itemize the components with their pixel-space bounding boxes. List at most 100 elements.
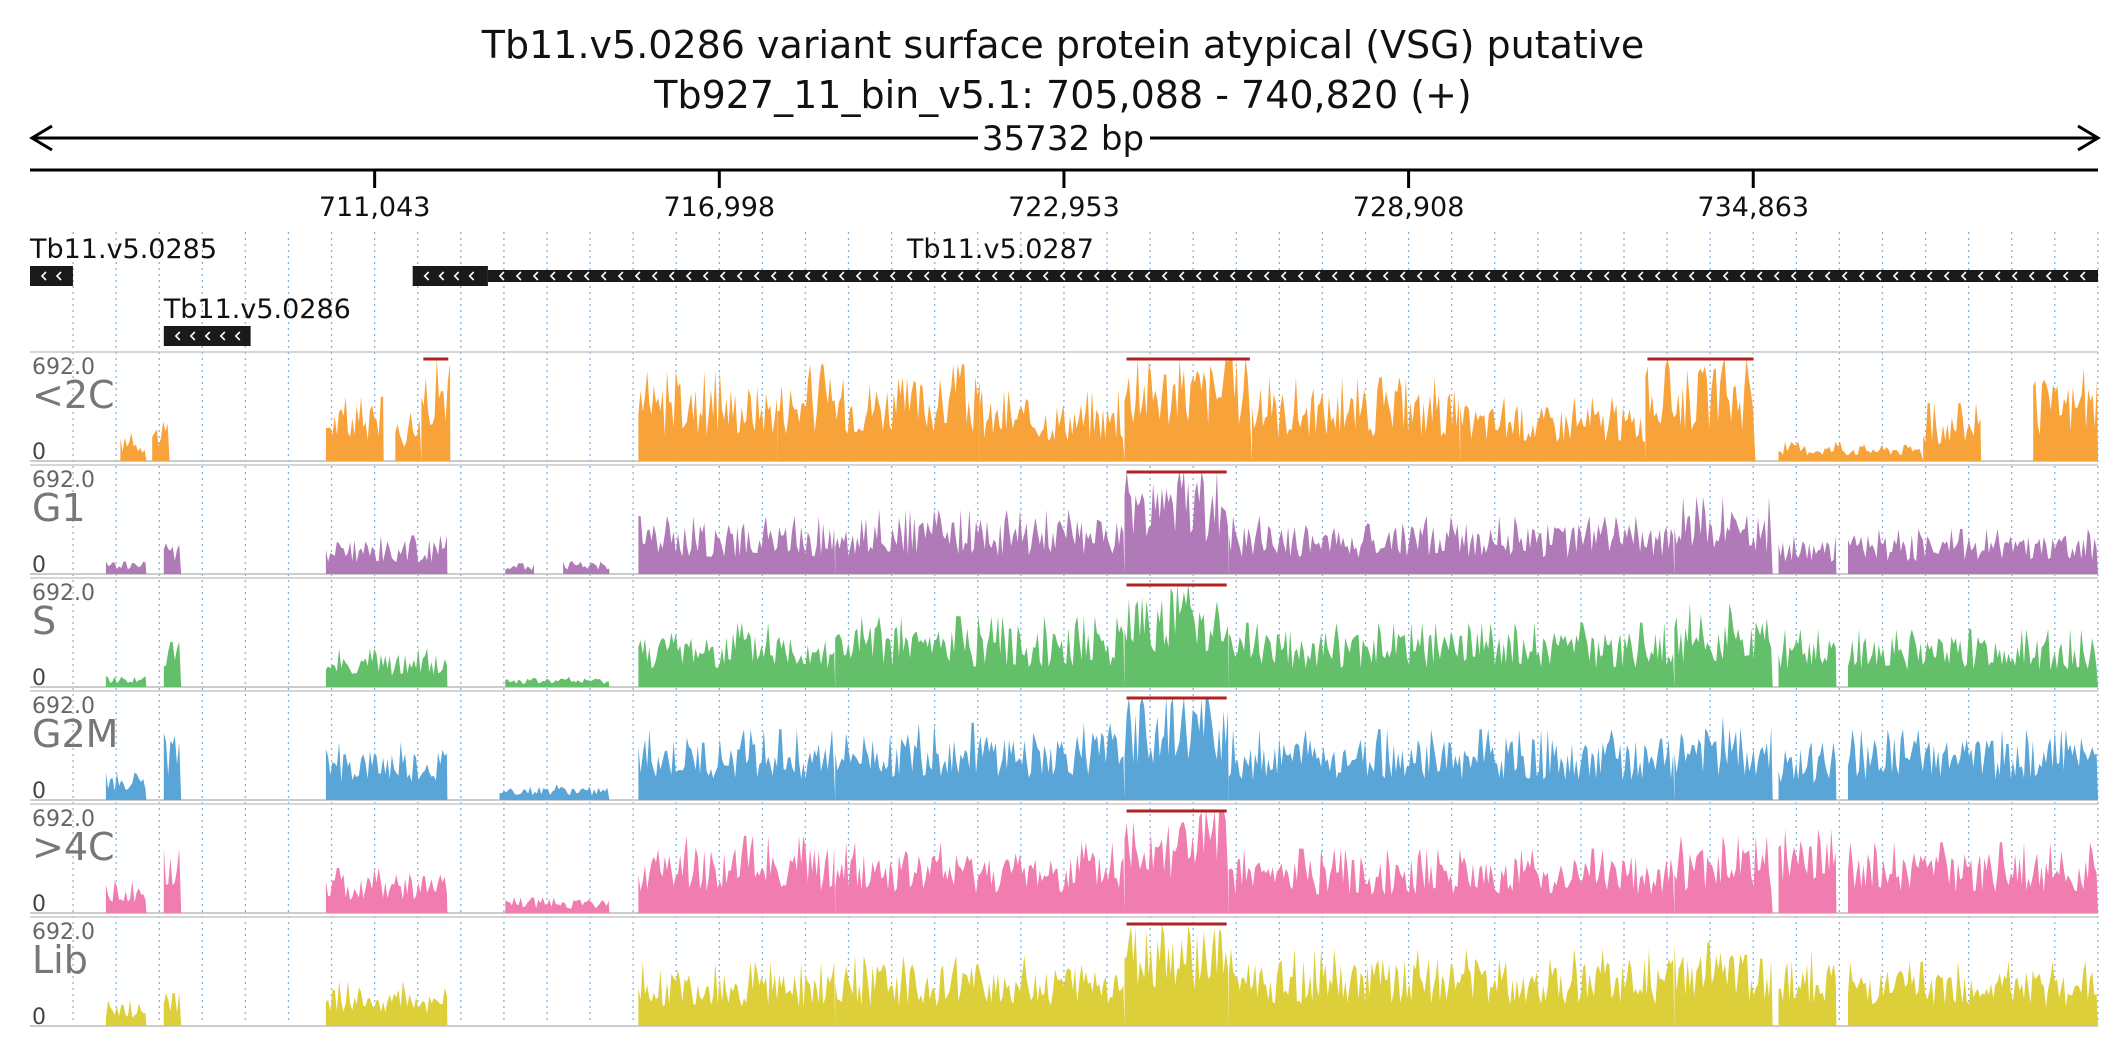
track-ymax-label: 692.0 (32, 468, 95, 493)
coverage-area (835, 509, 1125, 574)
coverage-area (1251, 377, 1461, 461)
coverage-area (1848, 961, 2098, 1026)
strand-chevron-icon (55, 271, 62, 281)
coverage-area (163, 543, 182, 574)
coverage-area (1228, 729, 1675, 800)
strand-chevron-icon (1008, 271, 1015, 281)
track-ymin-label: 0 (32, 892, 46, 917)
axis-tick-label: 716,998 (663, 192, 775, 223)
coverage-area (163, 848, 182, 913)
genomic-axis: 711,043 716,998 722,953 728,908 734,863 (30, 168, 2098, 223)
strand-chevron-icon (821, 271, 828, 281)
strand-chevron-icon (1943, 271, 1950, 281)
coverage-area (638, 516, 836, 574)
track-name-label: >4C (32, 825, 115, 869)
strand-chevron-icon (957, 271, 964, 281)
strand-chevron-icon (1093, 271, 1100, 281)
coverage-area (325, 867, 448, 913)
coverage-area (1848, 528, 2098, 574)
strand-chevron-icon (787, 271, 794, 281)
figure-subtitle: Tb927_11_bin_v5.1: 705,088 - 740,820 (+) (653, 73, 1472, 117)
coverage-track: 692.0 0 >4C (30, 803, 2098, 917)
strand-chevron-icon (838, 271, 845, 281)
strand-chevron-icon (1450, 271, 1457, 281)
strand-chevron-icon (1161, 271, 1168, 281)
strand-chevron-icon (1620, 271, 1627, 281)
coverage-area (105, 772, 147, 800)
coverage-area (1778, 829, 1837, 913)
strand-chevron-icon (515, 271, 522, 281)
strand-chevron-icon (468, 271, 475, 281)
coverage-area (120, 432, 147, 461)
coverage-area (1778, 441, 1924, 461)
strand-chevron-icon (234, 331, 241, 341)
strand-chevron-icon (1841, 271, 1848, 281)
coverage-area (505, 562, 535, 574)
coverage-area (638, 961, 836, 1026)
strand-chevron-icon (1569, 271, 1576, 281)
strand-chevron-icon (1739, 271, 1746, 281)
strand-chevron-icon (1824, 271, 1831, 281)
strand-chevron-icon (532, 271, 539, 281)
strand-chevron-icon (438, 271, 445, 281)
coverage-area (1923, 403, 1982, 461)
coverage-area (1778, 742, 1837, 800)
strand-chevron-icon (855, 271, 862, 281)
gene-track: Tb11.v5.0285 Tb11.v5.0286 Tb11.v5.0287 (29, 234, 2099, 346)
strand-chevron-icon (1501, 271, 1508, 281)
strand-chevron-icon (549, 271, 556, 281)
strand-chevron-icon (498, 271, 505, 281)
strand-chevron-icon (685, 271, 692, 281)
track-ymax-label: 692.0 (32, 355, 95, 380)
coverage-track: 692.0 0 <2C (30, 351, 2098, 465)
strand-chevron-icon (1892, 271, 1899, 281)
strand-chevron-icon (1314, 271, 1321, 281)
coverage-area (1778, 535, 1837, 574)
strand-chevron-icon (2028, 271, 2035, 281)
coverage-area (1645, 358, 1756, 461)
strand-chevron-icon (906, 271, 913, 281)
coverage-area (1778, 629, 1837, 687)
strand-chevron-icon (1671, 271, 1678, 281)
strand-chevron-icon (872, 271, 879, 281)
coverage-track: 692.0 0 Lib (30, 916, 2098, 1030)
track-name-label: G2M (32, 712, 118, 756)
coverage-track: 692.0 0 S (30, 577, 2098, 691)
strand-chevron-icon (889, 271, 896, 281)
span-label: 35732 bp (982, 119, 1144, 159)
strand-chevron-icon (923, 271, 930, 281)
strand-chevron-icon (219, 331, 226, 341)
coverage-area (105, 880, 147, 913)
strand-chevron-icon (1059, 271, 1066, 281)
strand-chevron-icon (1348, 271, 1355, 281)
coverage-area (563, 560, 610, 574)
axis-tick-label: 711,043 (319, 192, 431, 223)
gene-model (30, 266, 73, 286)
strand-chevron-icon (770, 271, 777, 281)
coverage-area (1228, 948, 1675, 1026)
strand-chevron-icon (1076, 271, 1083, 281)
coverage-area (105, 1000, 147, 1026)
strand-chevron-icon (702, 271, 709, 281)
strand-chevron-icon (651, 271, 658, 281)
gene-label: Tb11.v5.0286 (163, 294, 351, 325)
strand-chevron-icon (736, 271, 743, 281)
strand-chevron-icon (1195, 271, 1202, 281)
coverage-area (325, 742, 448, 800)
strand-chevron-icon (2045, 271, 2052, 281)
strand-chevron-icon (1722, 271, 1729, 281)
coverage-area (1124, 471, 1229, 574)
strand-chevron-icon (1144, 271, 1151, 281)
strand-chevron-icon (583, 271, 590, 281)
axis-tick-label: 728,908 (1353, 192, 1465, 223)
span-arrowhead-left-icon (29, 124, 53, 152)
strand-chevron-icon (423, 271, 430, 281)
strand-chevron-icon (566, 271, 573, 281)
coverage-area (638, 622, 836, 687)
track-name-label: G1 (32, 486, 86, 530)
strand-chevron-icon (1773, 271, 1780, 281)
coverage-area (1674, 835, 1773, 913)
strand-chevron-icon (940, 271, 947, 281)
coverage-area (395, 412, 422, 461)
strand-chevron-icon (453, 271, 460, 281)
